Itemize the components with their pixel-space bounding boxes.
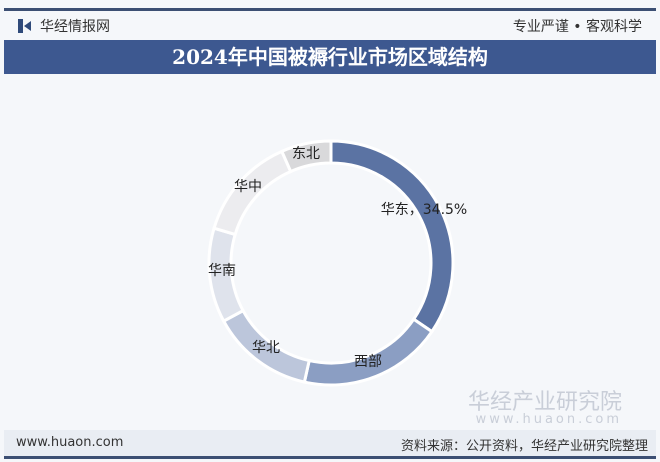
- donut-chart: 华东，34.5% 西部 华北 华南 华中 东北: [207, 139, 467, 387]
- logo-icon: [18, 19, 32, 33]
- footer-source: 资料来源：公开资料，华经产业研究院整理: [400, 439, 648, 454]
- slogan: 专业严谨 • 客观科学: [512, 19, 642, 35]
- top-rule: [4, 8, 656, 11]
- slice-东北: [279, 139, 333, 174]
- slice-label: 华中: [234, 179, 262, 195]
- slice-label: 华南: [208, 263, 236, 279]
- brand-name: 华经情报网: [40, 19, 110, 35]
- footer-site: www.huaon.com: [16, 435, 124, 450]
- watermark-url: www.huaon.com: [475, 412, 622, 427]
- slice-华东: [329, 139, 455, 334]
- slice-西部: [302, 317, 434, 387]
- slice-label: 西部: [354, 354, 382, 370]
- bottom-rule: [4, 456, 656, 459]
- footer: www.huaon.com 资料来源：公开资料，华经产业研究院整理: [4, 430, 656, 456]
- slice-label: 华北: [252, 340, 280, 356]
- watermark-name: 华经产业研究院: [467, 390, 622, 415]
- slice-label: 东北: [292, 146, 320, 162]
- chart-title: 2024年中国被褥行业市场区域结构: [4, 40, 656, 74]
- brand: 华经情报网: [18, 16, 110, 36]
- slice-label: 华东，34.5%: [381, 202, 467, 218]
